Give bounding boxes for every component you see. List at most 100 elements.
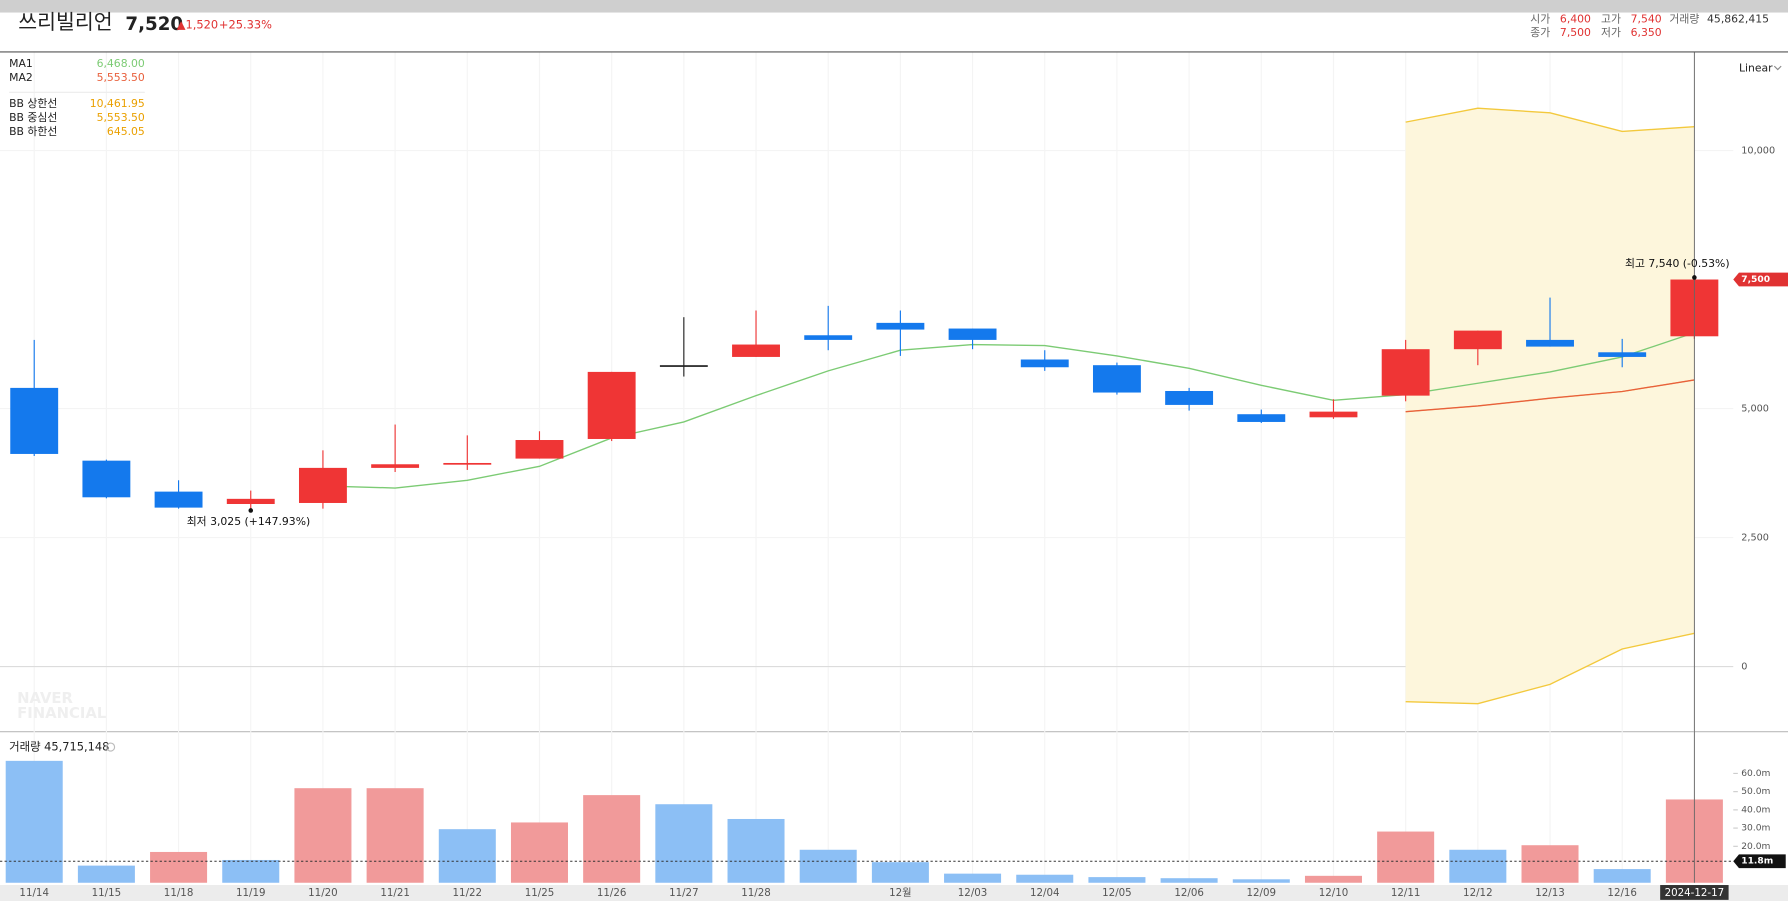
candle-body	[587, 371, 636, 439]
y-tick-label: 0	[1741, 662, 1747, 673]
legend-value: 10,461.95	[90, 97, 145, 110]
candle-body	[876, 322, 925, 330]
settings-icon[interactable]	[106, 742, 116, 752]
volume-bar	[1593, 869, 1651, 883]
watermark: FINANCIAL	[17, 705, 107, 722]
candle-body	[10, 387, 59, 454]
scale-dropdown[interactable]	[1773, 65, 1782, 71]
current-price-badge	[1733, 272, 1788, 287]
volume-bar	[583, 795, 641, 883]
volume-tick-label: 60.0m	[1741, 769, 1770, 779]
volume-bar	[727, 818, 785, 883]
stock-name: 쓰리빌리언	[18, 10, 112, 34]
volume-bar	[366, 788, 424, 883]
x-tick-label: 11/19	[236, 887, 266, 899]
x-crosshair-badge	[1660, 885, 1729, 900]
y-tick-label: 10,000	[1741, 146, 1775, 157]
volume-tick-label: 50.0m	[1741, 787, 1770, 797]
legend-value: 5,553.50	[97, 111, 145, 124]
candle-body	[443, 462, 492, 465]
x-tick-label: 11/28	[741, 887, 771, 899]
volume-bar	[655, 804, 713, 883]
volume-bar	[222, 859, 280, 883]
candle-body	[1092, 365, 1141, 393]
x-tick-label: 11/26	[597, 887, 627, 899]
volume-bar	[1088, 877, 1146, 883]
volume-bar	[1016, 874, 1074, 883]
quote-label: 고가	[1601, 12, 1621, 25]
bollinger-fill	[1405, 108, 1695, 704]
volume-bar	[150, 851, 208, 883]
quote-value: 7,500	[1560, 26, 1591, 39]
candle-body	[1598, 352, 1647, 357]
candle-body	[948, 328, 997, 340]
volume-bar	[944, 873, 1002, 883]
volume-bar	[1304, 875, 1362, 883]
scale-mode[interactable]: Linear	[1739, 61, 1773, 74]
candle-body	[515, 440, 564, 459]
x-tick-label: 12/16	[1607, 887, 1637, 899]
moving-average	[1405, 379, 1695, 413]
candle-body	[154, 491, 203, 508]
volume-bar	[294, 788, 352, 883]
x-tick-label: 11/21	[380, 887, 410, 899]
volume-label: 거래량	[1669, 12, 1699, 25]
legend-name: BB 하한선	[9, 124, 57, 138]
legend-value: 645.05	[107, 125, 145, 138]
y-tick-label: 5,000	[1741, 404, 1769, 415]
x-tick-label: 12/13	[1535, 887, 1565, 899]
quote-value: 6,400	[1560, 12, 1591, 25]
x-tick-label: 12/12	[1463, 887, 1493, 899]
volume-bar	[799, 849, 857, 883]
front-layer: 쓰리빌리언 7,520 ▲1,520 +25.33% 거래량 45,862,41…	[0, 10, 1788, 900]
volume-bar	[871, 862, 929, 883]
main-layer	[5, 107, 1723, 883]
x-tick-label: 12/05	[1102, 887, 1132, 899]
price-change-rate: +25.33%	[219, 18, 272, 32]
candle-body	[1453, 330, 1502, 350]
candle-body	[1309, 411, 1358, 418]
volume-bar	[1521, 845, 1579, 883]
x-tick-label: 11/27	[669, 887, 699, 899]
quote-label: 종가	[1530, 26, 1550, 39]
volume-bar	[438, 829, 496, 883]
candle-body	[82, 460, 131, 498]
candle-body	[1020, 359, 1069, 368]
volume-tick-label: 40.0m	[1741, 805, 1770, 815]
legend-value: 5,553.50	[97, 71, 145, 84]
volume-bar	[1232, 879, 1290, 883]
x-tick-label: 11/20	[308, 887, 338, 899]
volume-bar	[5, 760, 63, 883]
candle-body	[804, 335, 853, 340]
quote-value: 7,540	[1631, 12, 1662, 25]
candle-body	[371, 464, 420, 468]
x-tick-label: 12/09	[1247, 887, 1277, 899]
bollinger-lower	[1405, 632, 1695, 705]
x-axis-strip	[0, 885, 1788, 901]
price-change: ▲1,520	[177, 18, 218, 32]
volume-bar	[510, 822, 568, 883]
x-tick-label: 12/04	[1030, 887, 1060, 899]
x-tick-label: 12/10	[1319, 887, 1349, 899]
volume-title: 거래량 45,715,148	[9, 740, 109, 754]
volume-crosshair-label: 11.8m	[1741, 857, 1773, 867]
candle-body	[1526, 339, 1574, 347]
x-tick-label: 11/15	[92, 887, 122, 899]
legend-value: 6,468.00	[97, 57, 145, 70]
extreme-annotation: 최저 3,025 (+147.93%)	[187, 515, 311, 528]
legend-name: BB 중심선	[9, 111, 57, 124]
volume-bar	[1449, 849, 1507, 883]
legend-name: BB 상한선	[9, 97, 57, 110]
stock-price: 7,520	[125, 14, 183, 35]
candle-body	[1237, 414, 1286, 422]
bollinger-upper	[1405, 107, 1695, 133]
extreme-marker	[248, 508, 254, 513]
moving-average	[322, 332, 1695, 489]
x-tick-label: 12/06	[1174, 887, 1204, 899]
candle-body	[1381, 349, 1430, 396]
legend-name: MA2	[9, 71, 33, 84]
x-tick-label: 12월	[889, 887, 911, 899]
x-tick-label: 11/14	[19, 887, 49, 899]
extreme-marker	[1692, 275, 1697, 280]
quote-value: 6,350	[1631, 26, 1662, 39]
